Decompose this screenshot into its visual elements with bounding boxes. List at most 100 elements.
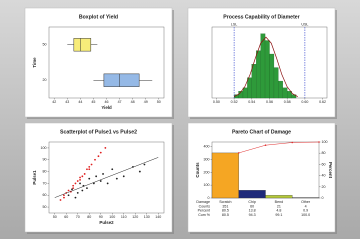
table-cell: 99.1 (275, 213, 282, 217)
x-tick-label: 45 (91, 100, 95, 104)
table-cell: 351 (222, 204, 228, 208)
point (88, 168, 91, 171)
x-tick-label: 50 (157, 100, 161, 104)
point (143, 163, 146, 166)
point (99, 151, 102, 154)
fit-line (54, 157, 159, 198)
hist-bar (242, 87, 248, 99)
y-tick-label: 50 (43, 205, 47, 209)
table-cell: Bend (275, 200, 283, 204)
row-label: Counts (199, 204, 211, 208)
y-tick-label: 60 (43, 193, 47, 197)
table-cell: 60 (250, 204, 254, 208)
hist-bar (251, 64, 257, 99)
x-tick-label: 140 (155, 215, 161, 219)
y-tick-label: 50 (43, 43, 47, 47)
y-tick-label: 200 (204, 170, 210, 174)
y-tick-label: 100 (204, 183, 210, 187)
table-cell: 100.0 (301, 213, 310, 217)
x-tick-label: 49 (144, 100, 148, 104)
table-cell: Chip (248, 200, 255, 204)
spec-label: USL (301, 22, 308, 26)
point (92, 182, 95, 185)
point (111, 168, 114, 171)
point (138, 170, 141, 173)
x-tick-label: 120 (132, 215, 138, 219)
hist-bar (260, 33, 266, 99)
x-tick-label: 44 (78, 100, 82, 104)
point (74, 182, 77, 185)
panel-frame (24, 7, 173, 118)
table-cell: 21 (277, 204, 281, 208)
box (103, 73, 140, 87)
table-cell: Scratch (219, 200, 231, 204)
x-tick-label: 46 (105, 100, 109, 104)
x-tick-label: 42 (52, 100, 56, 104)
y-axis-label: Pulse1 (32, 170, 37, 185)
row-label: Cum % (198, 213, 211, 217)
x-tick-label: 0.50 (213, 100, 220, 104)
panel: Process Capability of Diameter 0.50 0.52 0.… (187, 7, 337, 119)
y-tick-label: 90 (43, 158, 47, 162)
point (79, 176, 81, 179)
point (102, 173, 104, 175)
y2-tick-label: 60 (322, 162, 326, 166)
y-axis-label: Counts (195, 162, 200, 178)
x-tick-label: 0.62 (319, 100, 326, 104)
point (122, 175, 125, 178)
point (81, 189, 84, 192)
table-cell: 80.5 (222, 213, 229, 217)
chart-title: Scatterplot of Pulse1 vs Pulse2 (60, 129, 137, 135)
point (97, 155, 100, 158)
point (104, 147, 107, 149)
point (81, 175, 84, 178)
x-tick-label: 0.60 (301, 100, 308, 104)
table-cell: 4.8 (276, 209, 281, 213)
point (90, 163, 93, 166)
table-cell: 4 (305, 204, 307, 208)
point (86, 168, 88, 171)
x-tick-label: 0.52 (231, 100, 238, 104)
point (74, 196, 77, 199)
cumulative-point (237, 152, 240, 154)
point (63, 196, 65, 199)
point (76, 191, 79, 194)
x-tick-label: 43 (65, 100, 69, 104)
x-tick-label: 0.54 (248, 100, 255, 104)
panel-frame (24, 122, 173, 233)
chart-title: Boxplot of Yield (79, 14, 118, 20)
hist-bar (256, 50, 261, 99)
point (59, 199, 62, 201)
point (106, 182, 109, 185)
cumulative-point (318, 141, 320, 143)
table-cell: 80.5 (222, 209, 229, 213)
hist-bar (269, 53, 275, 99)
panel: Boxplot of Yield 42 43 44 45 46 47 48 49 50 Yield T… (24, 7, 174, 119)
y-tick-label: 70 (43, 181, 47, 185)
x-tick-label: 47 (118, 100, 122, 104)
point (79, 178, 81, 181)
point (94, 158, 96, 161)
y2-axis-label: Percent (328, 162, 333, 179)
hist-bar (282, 87, 288, 99)
hist-bar (278, 80, 283, 99)
box (73, 38, 92, 52)
plot-area (48, 141, 165, 214)
point (72, 184, 75, 187)
y2-tick-label: 100 (322, 140, 328, 144)
x-tick-label: 60 (64, 215, 68, 219)
bar (238, 190, 266, 199)
x-tick-label: 48 (131, 100, 135, 104)
y2-tick-label: 0 (322, 196, 324, 200)
fit-curve (233, 36, 298, 97)
hist-bar (247, 77, 252, 99)
cumulative-point (291, 141, 294, 144)
spec-label: LSL (231, 22, 237, 26)
hist-bar (264, 40, 270, 99)
y2-tick-label: 20 (322, 185, 326, 189)
point (88, 165, 91, 168)
x-tick-label: 90 (99, 215, 103, 219)
x-tick-label: 100 (109, 215, 115, 219)
bar (265, 195, 293, 199)
hist-bar (273, 67, 279, 99)
